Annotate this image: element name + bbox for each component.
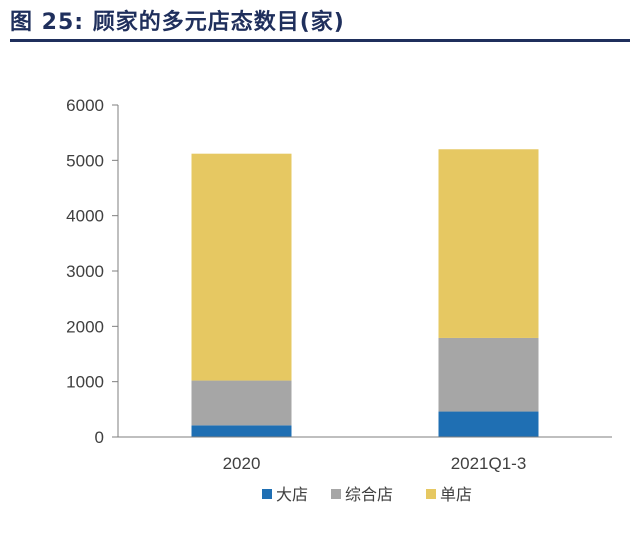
y-tick-label: 5000 bbox=[66, 151, 104, 170]
y-tick-label: 2000 bbox=[66, 317, 104, 336]
bar-segment-2021Q1-3-0 bbox=[438, 411, 539, 437]
y-tick-label: 1000 bbox=[66, 373, 104, 392]
y-tick-label: 0 bbox=[95, 428, 104, 447]
legend: 大店 综合店 单店 bbox=[262, 485, 472, 504]
bar-segment-2020-0 bbox=[191, 425, 292, 437]
y-tick-label: 6000 bbox=[66, 96, 104, 115]
bar-segment-2020-1 bbox=[191, 380, 292, 426]
legend-swatch bbox=[426, 489, 436, 499]
x-axis: 2020 2021Q1-3 bbox=[118, 436, 612, 473]
legend-label: 大店 bbox=[276, 485, 308, 504]
legend-swatch bbox=[262, 489, 272, 499]
y-tick-label: 3000 bbox=[66, 262, 104, 281]
y-tick-label: 4000 bbox=[66, 207, 104, 226]
legend-swatch bbox=[331, 489, 341, 499]
y-axis: 0 1000 2000 3000 4000 5000 6000 bbox=[66, 96, 119, 447]
bars bbox=[191, 149, 539, 437]
legend-label: 单店 bbox=[440, 485, 472, 504]
x-tick-label: 2021Q1-3 bbox=[451, 454, 527, 473]
legend-label: 综合店 bbox=[345, 485, 393, 504]
bar-segment-2021Q1-3-1 bbox=[438, 337, 539, 412]
bar-segment-2020-2 bbox=[191, 153, 292, 381]
bar-segment-2021Q1-3-2 bbox=[438, 149, 539, 338]
x-tick-label: 2020 bbox=[223, 454, 261, 473]
figure-title: 图 25: 顾家的多元店态数目(家) bbox=[10, 10, 630, 42]
